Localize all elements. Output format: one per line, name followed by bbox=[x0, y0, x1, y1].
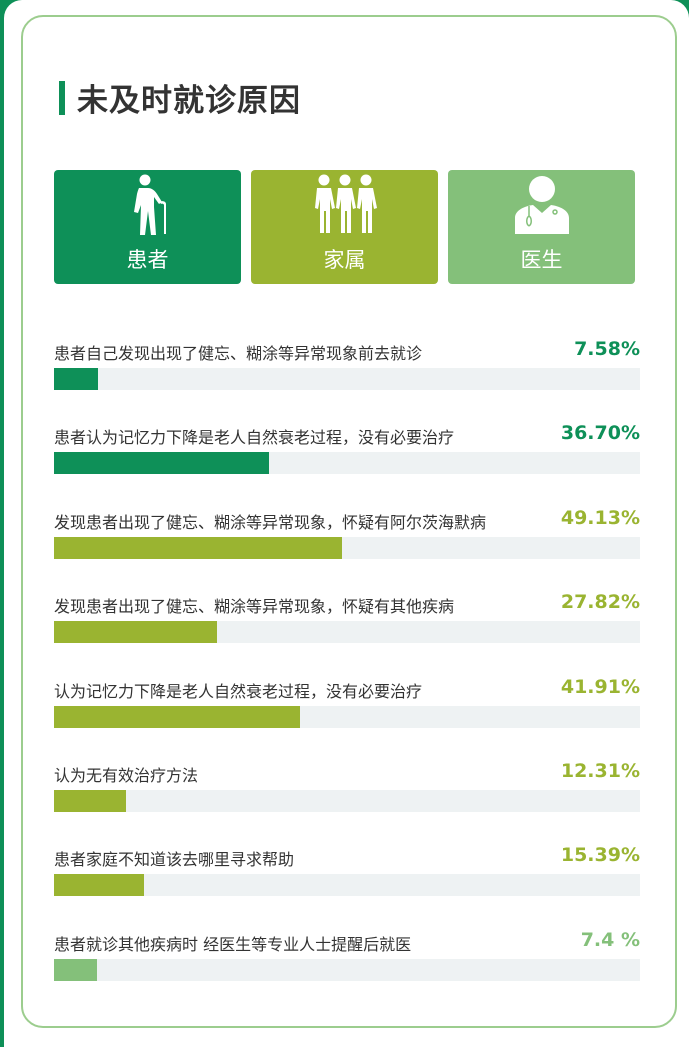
bar bbox=[54, 958, 98, 981]
bar-row: 发现患者出现了健忘、糊涂等异常现象，怀疑有其他疾病 27.82% bbox=[54, 591, 640, 675]
bar-track bbox=[54, 536, 640, 559]
category-label: 医生 bbox=[520, 248, 563, 272]
bar bbox=[54, 621, 218, 644]
bar-value-label: 7.58% bbox=[574, 338, 640, 360]
bar-track bbox=[54, 789, 640, 812]
bar-label: 认为记忆力下降是老人自然衰老过程，没有必要治疗 bbox=[54, 681, 423, 701]
bar-row: 患者自己发现出现了健忘、糊涂等异常现象前去就诊 7.58% bbox=[54, 338, 640, 422]
bar-track bbox=[54, 958, 640, 981]
category-label: 患者 bbox=[126, 248, 169, 272]
bar-row: 患者家庭不知道该去哪里寻求帮助 15.39% bbox=[54, 844, 640, 928]
bar bbox=[54, 705, 300, 728]
bar-value-label: 27.82% bbox=[560, 591, 640, 614]
page-title: 未及时就诊原因 bbox=[77, 83, 301, 119]
bar-track bbox=[54, 705, 640, 728]
bar-label: 患者家庭不知道该去哪里寻求帮助 bbox=[54, 850, 295, 870]
bar bbox=[54, 874, 145, 897]
category-label: 家属 bbox=[323, 248, 366, 272]
bar-track bbox=[54, 874, 640, 897]
bar bbox=[54, 452, 270, 475]
section-title: 未及时就诊原因 bbox=[59, 80, 301, 119]
bar-label: 认为无有效治疗方法 bbox=[54, 765, 199, 785]
bar-row: 患者认为记忆力下降是老人自然衰老过程，没有必要治疗 36.70% bbox=[54, 422, 640, 506]
category-patient: 患者 bbox=[54, 170, 241, 284]
bar-row: 认为记忆力下降是老人自然衰老过程，没有必要治疗 41.91% bbox=[54, 676, 640, 760]
bar-row: 发现患者出现了健忘、糊涂等异常现象，怀疑有阿尔茨海默病 49.13% bbox=[54, 507, 640, 591]
bar-label: 患者自己发现出现了健忘、糊涂等异常现象前去就诊 bbox=[54, 344, 423, 363]
bar-row: 患者就诊其他疾病时 经医生等专业人士提醒后就医 7.4 % bbox=[54, 929, 640, 1013]
bar-value-label: 15.39% bbox=[560, 844, 640, 867]
category-family: 家属 bbox=[251, 170, 438, 284]
bar bbox=[54, 368, 99, 390]
bar-label: 发现患者出现了健忘、糊涂等异常现象，怀疑有阿尔茨海默病 bbox=[54, 512, 487, 532]
bar-value-label: 41.91% bbox=[560, 675, 640, 698]
bar-track bbox=[54, 452, 640, 475]
category-legend: 患者 家属 医生 bbox=[54, 170, 635, 284]
bar-value-label: 12.31% bbox=[560, 759, 640, 782]
bar-track bbox=[54, 368, 640, 390]
doctor-stethoscope-icon bbox=[514, 176, 569, 234]
bar bbox=[54, 536, 342, 559]
category-doctor: 医生 bbox=[448, 170, 635, 284]
bar-row: 认为无有效治疗方法 12.31% bbox=[54, 760, 640, 844]
family-group-icon bbox=[314, 174, 377, 233]
elderly-with-cane-icon bbox=[133, 174, 166, 235]
bar-label: 发现患者出现了健忘、糊涂等异常现象，怀疑有其他疾病 bbox=[54, 597, 455, 617]
bar-chart: 患者自己发现出现了健忘、糊涂等异常现象前去就诊 7.58% 患者认为记忆力下降是老人… bbox=[54, 338, 640, 1013]
bar bbox=[54, 789, 127, 812]
bar-value-label: 36.70% bbox=[560, 422, 640, 445]
bar-value-label: 7.4 % bbox=[580, 928, 640, 951]
bar-label: 患者认为记忆力下降是老人自然衰老过程，没有必要治疗 bbox=[54, 428, 455, 448]
bar-value-label: 49.13% bbox=[560, 506, 640, 529]
bar-label: 患者就诊其他疾病时 经医生等专业人士提醒后就医 bbox=[54, 934, 412, 954]
title-accent-bar bbox=[59, 80, 65, 115]
bar-track bbox=[54, 621, 640, 644]
